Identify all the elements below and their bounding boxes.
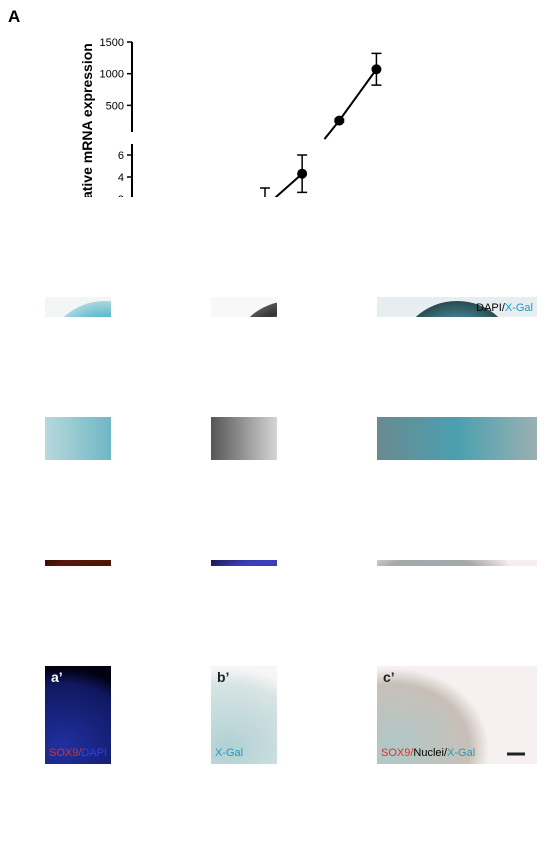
data-point xyxy=(371,64,382,75)
y-axis-label: Relative mRNA expression xyxy=(79,43,95,221)
y-tick-label: 500 xyxy=(106,100,124,112)
sublabel: a’ xyxy=(51,669,63,685)
y-tick-label: 1000 xyxy=(100,69,124,81)
stain-part: X-Gal xyxy=(215,747,243,759)
panel-label: A xyxy=(8,7,20,26)
stain-part: Nuclei/ xyxy=(413,747,448,759)
stain-label: DAPI/X-Gal xyxy=(476,302,533,314)
y-tick-label: 6 xyxy=(118,150,124,162)
stain-part: X-Gal xyxy=(447,747,475,759)
stain-label: SOX9/DAPI xyxy=(49,747,107,759)
sublabel: b’ xyxy=(217,669,229,685)
stain-part: DAPI xyxy=(81,747,107,759)
tubule xyxy=(337,636,527,796)
stain-part: SOX9/ xyxy=(381,747,414,759)
sublabel: c’ xyxy=(383,669,395,685)
stain-part: X-Gal xyxy=(505,302,533,314)
data-point xyxy=(334,115,345,126)
y-tick-label: 1500 xyxy=(100,37,124,49)
frame-mask xyxy=(277,566,550,851)
stain-part: SOX9/ xyxy=(49,747,82,759)
y-tick-label: 4 xyxy=(118,172,124,184)
stain-part: / xyxy=(502,302,506,314)
stain-part: DAPI xyxy=(476,302,502,314)
stain-label: SOX9/Nuclei/X-Gal xyxy=(381,747,475,759)
line-segment xyxy=(338,68,378,122)
stain-label: X-Gal xyxy=(215,747,243,759)
data-point xyxy=(297,168,308,179)
